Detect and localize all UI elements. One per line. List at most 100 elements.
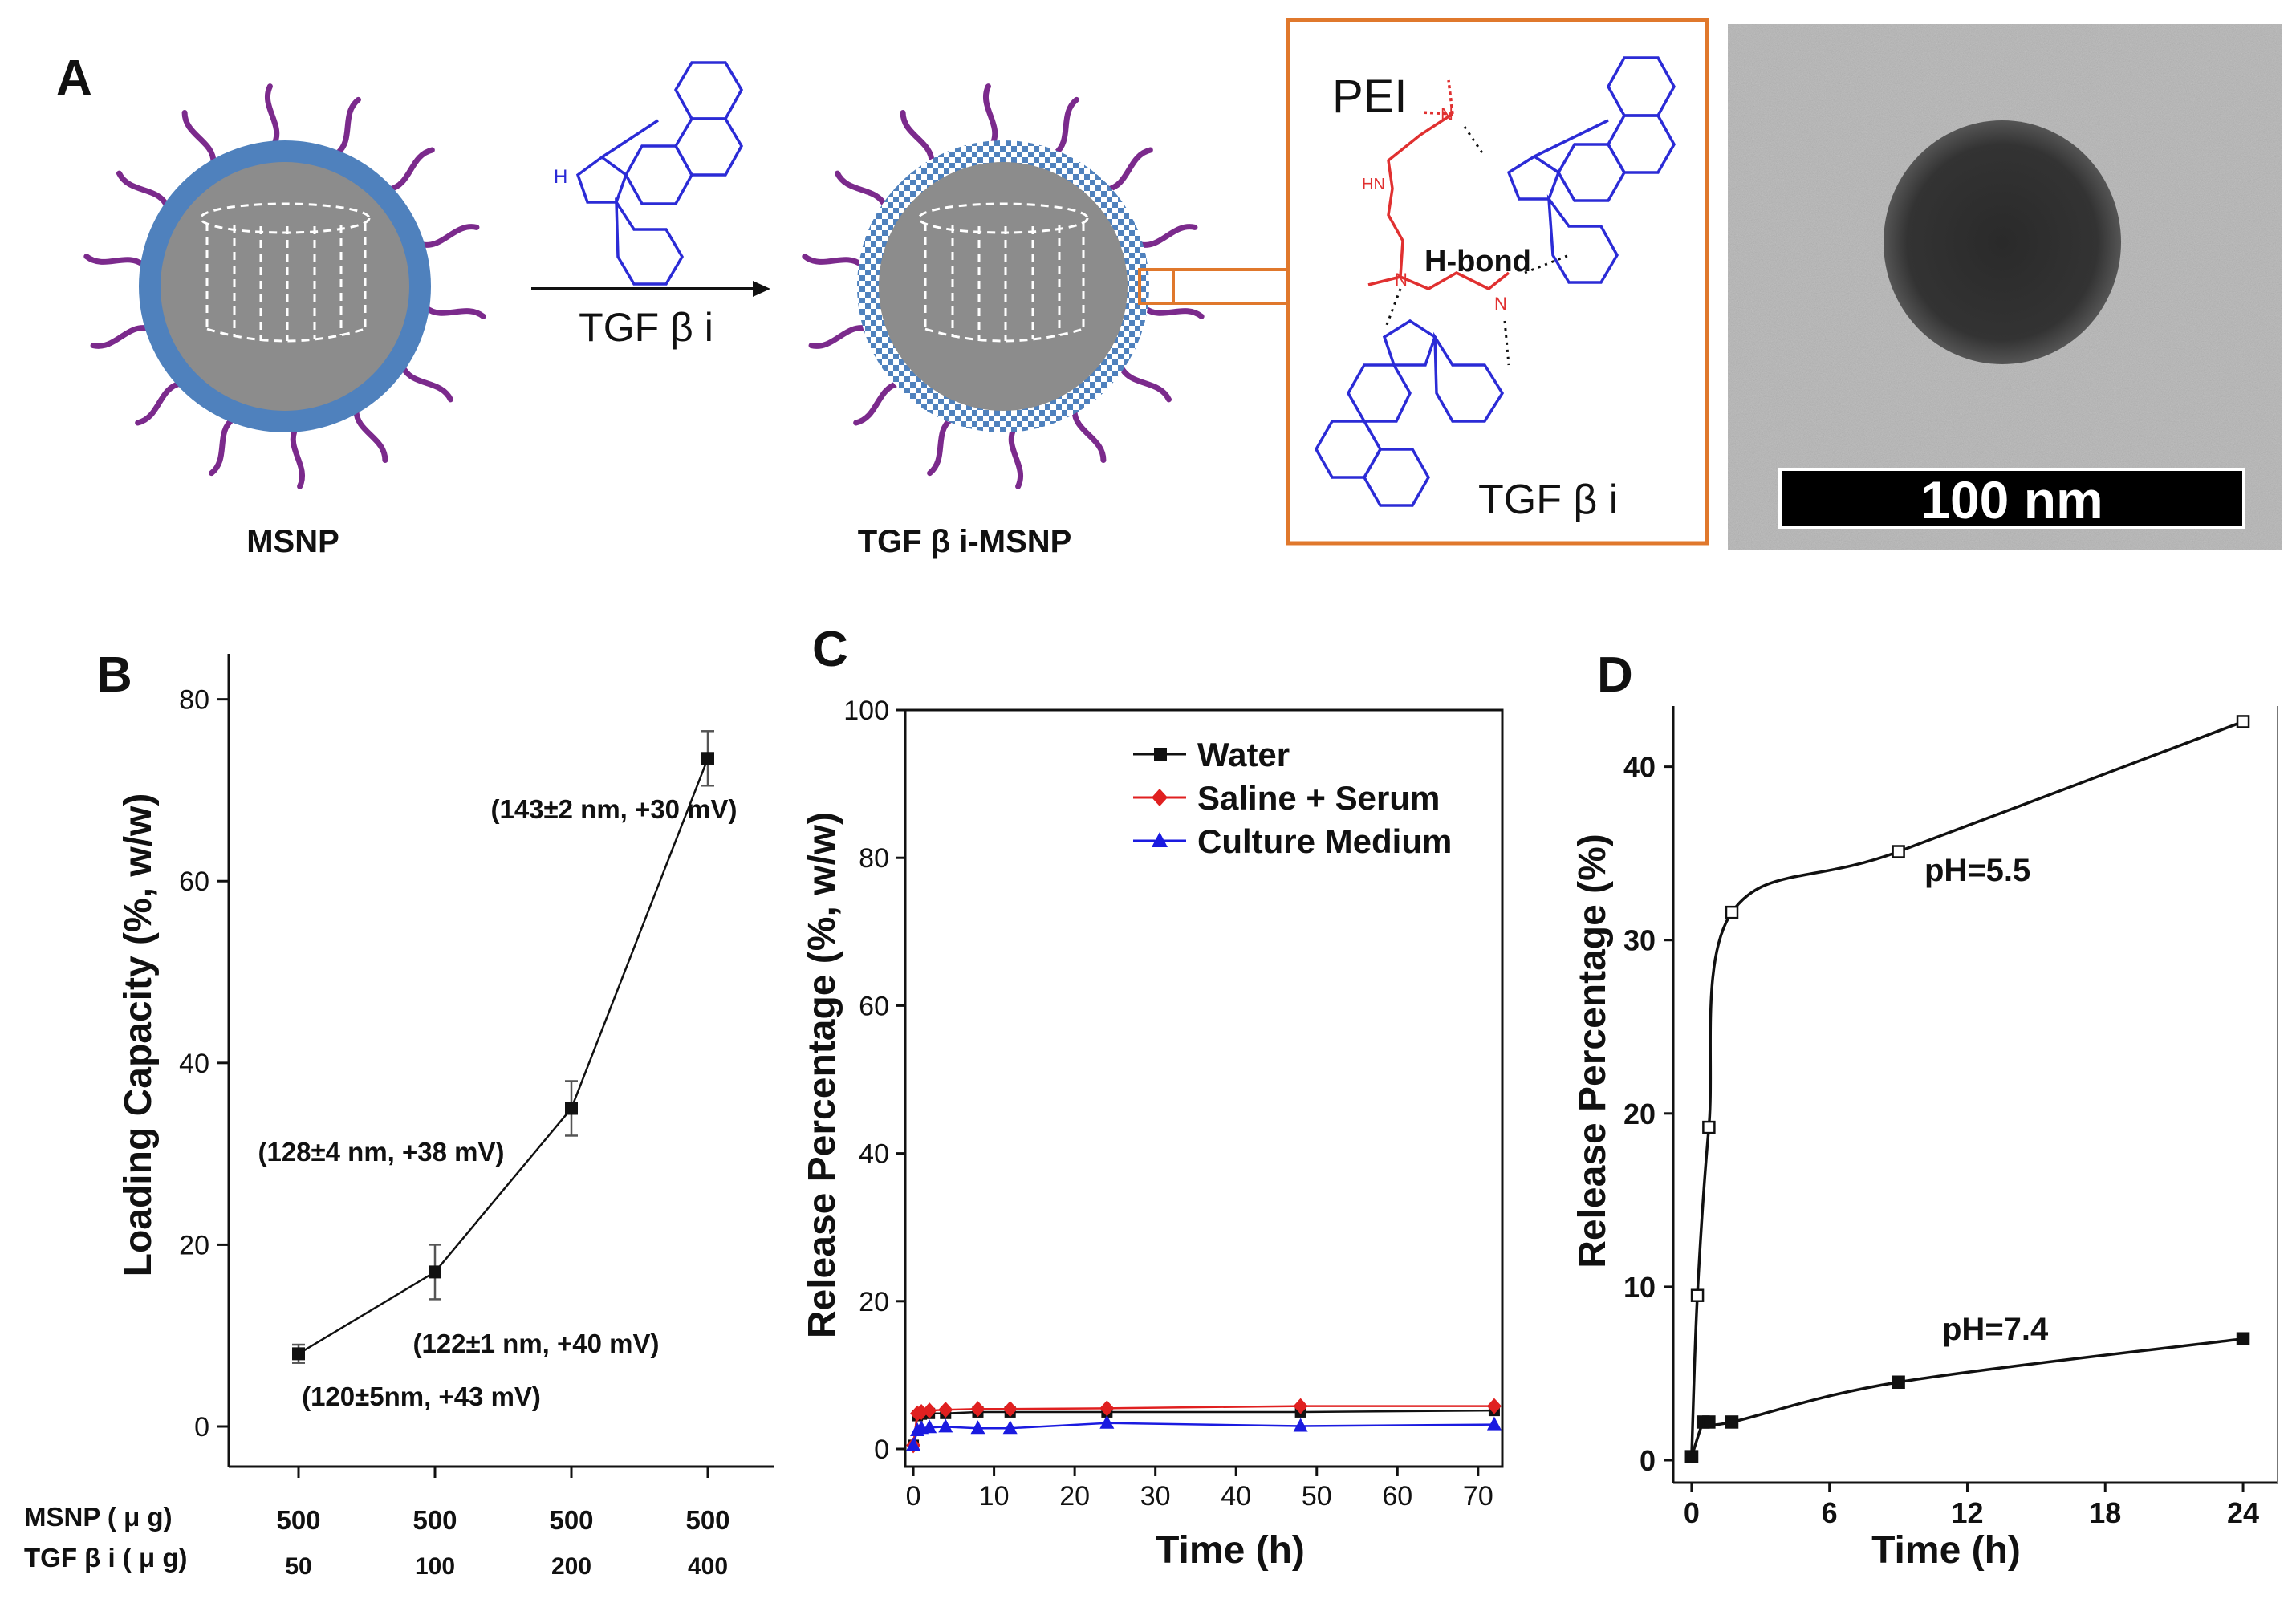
chart-c-point [922, 1402, 937, 1419]
panel-label-d: D [1597, 647, 1633, 703]
inset-molecule-upper [1506, 56, 1676, 284]
ligand-strand [90, 325, 152, 349]
chart-b-row-label-msnp: MSNP ( μ g) [24, 1502, 173, 1532]
chart-c-legend-label: Saline + Serum [1197, 779, 1440, 817]
ligand-strand [264, 83, 280, 147]
chart-d-point [1702, 1120, 1716, 1134]
ligand-strand [1136, 224, 1198, 248]
chart-b-ytick-label: 20 [179, 1230, 209, 1260]
chart-c-point [1486, 1416, 1502, 1431]
ligand-strand [423, 305, 486, 319]
chart-b-tgf-value: 400 [688, 1553, 728, 1580]
chart-d-xtick-label: 12 [1951, 1496, 1983, 1529]
chart-c-legend-label: Culture Medium [1197, 822, 1452, 860]
msnp-particle [83, 83, 486, 489]
chart-d-series-line [1690, 1337, 2244, 1458]
chart-c-point [1293, 1418, 1308, 1432]
chart-c-ytick-label: 80 [859, 843, 889, 874]
chart-d-xtick-label: 0 [1684, 1496, 1700, 1529]
ligand-strand [853, 380, 901, 426]
chart-c-ytick-label: 20 [859, 1287, 889, 1317]
chart-c-point [1486, 1398, 1502, 1414]
chart-d-series-label: pH=7.4 [1942, 1312, 2049, 1347]
chart-d-xtick-label: 6 [1822, 1496, 1838, 1529]
chart-d-ytick-label: 10 [1623, 1271, 1656, 1304]
chart-c-point [970, 1420, 985, 1435]
chart-d-point [1725, 1415, 1739, 1429]
svg-text:N: N [1441, 104, 1453, 124]
chart-c-legend-marker [1152, 789, 1168, 806]
chart-b-ytick-label: 60 [179, 866, 209, 897]
chart-d-ytick-label: 20 [1623, 1098, 1656, 1130]
arrow-label: TGF β i [579, 305, 713, 350]
chart-c-point [906, 1437, 921, 1451]
inset-molecule-lower [1314, 319, 1505, 507]
atom-hn-label: HN [1362, 176, 1385, 193]
tem-image: 100 nm [1728, 24, 2282, 550]
h-bond-inset: PEI H-bond TGF β i HN N N N [1286, 18, 1709, 546]
chart-b: Loading Capacity (%, w/w) MSNP ( μ g) TG… [24, 654, 774, 1580]
ligand-strand [353, 407, 388, 464]
chart-b-msnp-value: 500 [549, 1505, 593, 1535]
chart-b-msnp-value: 500 [412, 1505, 457, 1535]
chart-b-ytick-label: 40 [179, 1049, 209, 1079]
chart-c-point [1099, 1400, 1115, 1417]
chart-c-xtick-label: 40 [1221, 1481, 1251, 1512]
ligand-strand [982, 83, 998, 147]
chart-b-annotation: (128±4 nm, +38 mV) [258, 1137, 504, 1167]
chart-c-point [970, 1401, 985, 1418]
chart-c-xtick-label: 60 [1382, 1481, 1412, 1512]
chart-c-point [922, 1419, 937, 1434]
ligand-strand [1141, 305, 1205, 319]
ligand-strand [400, 363, 454, 403]
chart-b-point [565, 1102, 578, 1115]
chart-c-frame [904, 708, 1504, 1468]
chart-c-ytick-label: 40 [859, 1139, 889, 1170]
chart-c-point [1293, 1398, 1308, 1414]
chart-b-tgf-value: 100 [415, 1553, 455, 1580]
chart-d-ytick-label: 0 [1640, 1444, 1656, 1477]
inset-pei-label: PEI [1332, 71, 1408, 123]
panel-label-b: B [96, 647, 132, 703]
msnp-ligands [83, 83, 486, 489]
ligand-strand [1071, 407, 1107, 464]
atom-h-label: H [554, 166, 567, 188]
chart-d-xtick-label: 24 [2227, 1496, 2259, 1529]
chart-c-series-line [912, 1422, 1494, 1446]
chart-c-point [938, 1418, 953, 1433]
chart-b-ylabel: Loading Capacity (%, w/w) [117, 793, 160, 1277]
chart-c-xtick-label: 50 [1302, 1481, 1332, 1512]
ligand-strand [1052, 96, 1079, 156]
ligand-strand [209, 416, 236, 477]
chart-b-line [298, 757, 709, 1355]
loaded-ligands [802, 83, 1205, 489]
chart-c: Release Percentage (%, w/w) Time (h) 0 20… [801, 696, 1504, 1572]
scale-bar [1778, 468, 2245, 529]
chart-b-point [701, 752, 714, 765]
ligand-strand [418, 224, 480, 248]
chart-d-ytick-label: 30 [1623, 924, 1656, 957]
chart-d-xlabel: Time (h) [1871, 1529, 2021, 1572]
ligand-strand [334, 96, 361, 156]
chart-c-xtick-label: 30 [1140, 1481, 1171, 1512]
inset-tgf-label: TGF β i [1478, 477, 1618, 523]
chart-c-xtick-label: 10 [979, 1481, 1010, 1512]
chart-d-point [1684, 1450, 1699, 1463]
ligand-strand [927, 416, 954, 477]
chart-c-ylabel: Release Percentage (%, w/w) [801, 812, 843, 1338]
chart-c-point [1002, 1420, 1018, 1435]
pei-chain [1367, 79, 1510, 291]
chart-d-point [2236, 715, 2250, 728]
ligand-strand [83, 254, 147, 268]
chart-b-annotation: (143±2 nm, +30 mV) [490, 794, 737, 824]
chart-d-point [1702, 1415, 1716, 1429]
chart-c-ytick-label: 0 [874, 1435, 889, 1465]
ligand-strand [116, 170, 170, 209]
chart-c-xtick-label: 20 [1059, 1481, 1090, 1512]
chart-d-point [2236, 1332, 2250, 1345]
chart-b-msnp-value: 500 [276, 1505, 320, 1535]
chart-c-point [1099, 1414, 1115, 1429]
ligand-strand [1105, 147, 1153, 193]
chart-d-ylabel: Release Percentage (%) [1571, 834, 1614, 1268]
